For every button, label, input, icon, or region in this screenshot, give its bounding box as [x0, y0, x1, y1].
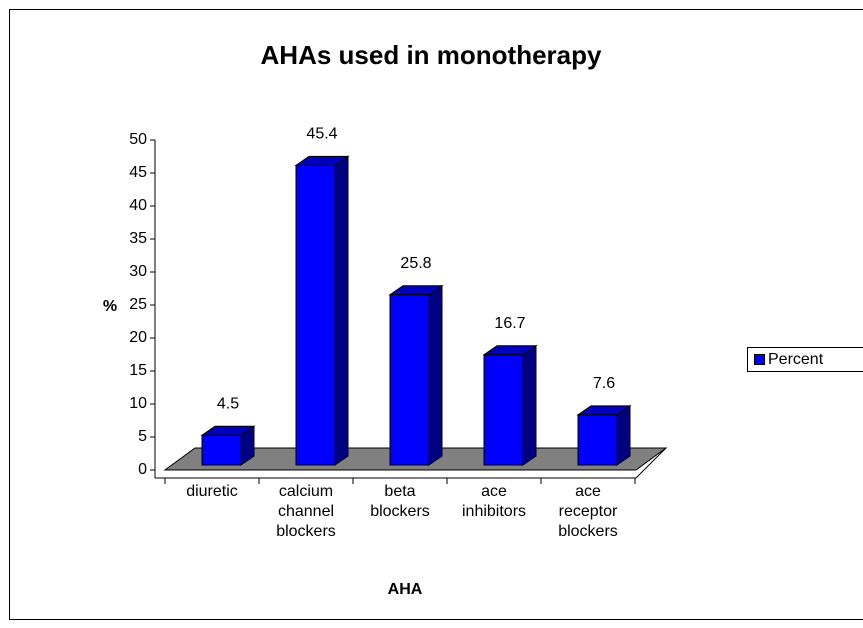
data-label: 16.7 [494, 315, 525, 332]
y-tick-label: 25 [129, 296, 147, 313]
bar-side [522, 344, 537, 466]
bar [483, 354, 524, 466]
x-tick-label: diuretic [186, 483, 238, 500]
x-axis-label: AHA [388, 581, 423, 598]
bar-side [334, 155, 349, 466]
y-tick-label: 10 [129, 395, 147, 412]
data-label: 45.4 [306, 126, 337, 143]
x-tick-label: ace inhibitors [461, 483, 527, 520]
y-tick-label: 35 [129, 230, 147, 247]
y-tick-label: 45 [129, 164, 147, 181]
legend-label: Percent [768, 351, 824, 368]
y-tick-label: 20 [129, 329, 147, 346]
x-tick-label: beta blockers [370, 483, 430, 520]
legend-swatch [754, 354, 765, 365]
chart-title: AHAs used in monotherapy [261, 40, 602, 70]
bar-side [428, 284, 443, 466]
bar [577, 414, 618, 466]
data-label: 4.5 [217, 396, 239, 413]
bar-side [616, 404, 631, 466]
y-tick-label: 15 [129, 362, 147, 379]
y-tick-label: 40 [129, 197, 147, 214]
data-label: 7.6 [593, 375, 615, 392]
bar [201, 434, 242, 466]
bar [389, 294, 430, 466]
x-tick-label: calcium channel blockers [276, 483, 336, 540]
y-tick-label: 50 [129, 131, 147, 148]
data-label: 25.8 [400, 255, 431, 272]
y-tick-label: 30 [129, 263, 147, 280]
y-tick-label: 0 [138, 461, 147, 478]
x-tick-label: ace receptor blockers [558, 483, 618, 540]
y-tick-label: 5 [138, 428, 147, 445]
floor-edge [635, 447, 667, 479]
y-axis-label: % [103, 298, 117, 315]
bar [295, 164, 336, 466]
legend [747, 347, 863, 372]
